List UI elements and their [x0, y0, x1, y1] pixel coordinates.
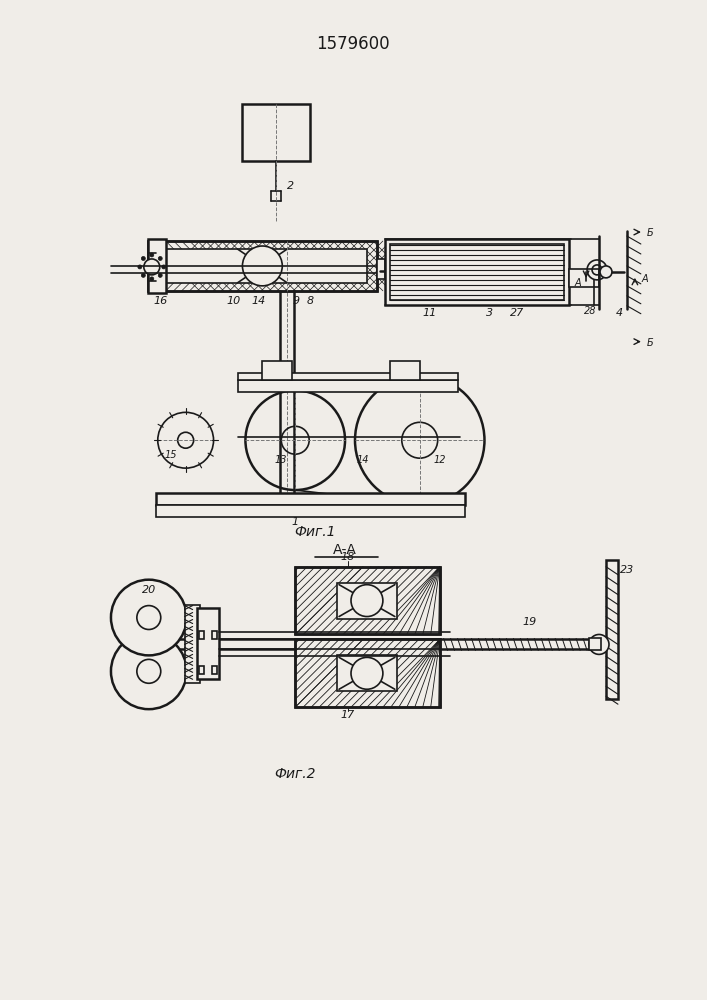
- Text: 27: 27: [510, 308, 525, 318]
- Circle shape: [137, 606, 160, 629]
- Text: 1: 1: [292, 517, 299, 527]
- Bar: [337, 583, 397, 619]
- Text: 18: 18: [341, 552, 355, 562]
- Text: 28: 28: [584, 306, 596, 316]
- Bar: [148, 241, 377, 291]
- Bar: [262, 361, 292, 380]
- Bar: [296, 567, 440, 634]
- Text: 13: 13: [274, 455, 286, 465]
- Circle shape: [150, 277, 154, 281]
- Bar: [569, 269, 599, 287]
- Text: 15: 15: [165, 450, 177, 460]
- Bar: [377, 259, 385, 279]
- Text: 14: 14: [251, 296, 266, 306]
- Text: 3: 3: [486, 308, 493, 318]
- Bar: [238, 373, 457, 380]
- Bar: [390, 244, 564, 300]
- Bar: [238, 380, 457, 392]
- Bar: [211, 631, 216, 639]
- Text: 8: 8: [307, 296, 314, 306]
- Bar: [199, 631, 204, 639]
- Circle shape: [137, 659, 160, 683]
- Bar: [156, 505, 464, 517]
- Bar: [589, 638, 601, 650]
- Text: 1579600: 1579600: [316, 35, 390, 53]
- Circle shape: [589, 634, 609, 654]
- Text: 17: 17: [341, 710, 355, 720]
- Circle shape: [351, 657, 383, 689]
- Text: 11: 11: [423, 308, 437, 318]
- Circle shape: [141, 273, 146, 277]
- Text: Фиг.2: Фиг.2: [274, 767, 316, 781]
- Text: 2: 2: [286, 181, 294, 191]
- Circle shape: [111, 580, 187, 655]
- Bar: [156, 493, 464, 505]
- Bar: [148, 241, 377, 291]
- Text: Б: Б: [646, 338, 653, 348]
- Text: 9: 9: [293, 296, 300, 306]
- Bar: [296, 639, 440, 707]
- Text: Фиг.1: Фиг.1: [294, 525, 336, 539]
- Circle shape: [162, 265, 165, 269]
- Bar: [158, 249, 367, 283]
- Text: 19: 19: [522, 617, 537, 627]
- Bar: [390, 361, 420, 380]
- Circle shape: [158, 256, 162, 260]
- Text: 10: 10: [226, 296, 240, 306]
- Bar: [199, 666, 204, 674]
- Bar: [148, 239, 165, 293]
- Bar: [197, 608, 218, 679]
- Bar: [385, 239, 569, 305]
- Circle shape: [144, 259, 160, 275]
- Bar: [211, 666, 216, 674]
- Text: А: А: [575, 278, 581, 288]
- Text: 23: 23: [620, 565, 634, 575]
- Text: Б: Б: [646, 228, 653, 238]
- Bar: [296, 567, 440, 634]
- Text: 12: 12: [433, 455, 446, 465]
- Bar: [606, 560, 618, 699]
- Text: 4: 4: [615, 308, 623, 318]
- Circle shape: [141, 256, 146, 260]
- Text: 16: 16: [153, 296, 168, 306]
- Circle shape: [243, 246, 282, 286]
- Bar: [337, 655, 397, 691]
- Text: 20: 20: [141, 585, 156, 595]
- Circle shape: [138, 265, 142, 269]
- Circle shape: [150, 253, 154, 257]
- Text: 14: 14: [357, 455, 369, 465]
- Bar: [243, 104, 310, 161]
- Circle shape: [600, 266, 612, 278]
- Circle shape: [111, 633, 187, 709]
- Bar: [185, 605, 199, 683]
- Text: А: А: [641, 274, 648, 284]
- Circle shape: [351, 585, 383, 617]
- Bar: [296, 639, 440, 707]
- Text: А-А: А-А: [333, 543, 357, 557]
- Circle shape: [158, 273, 162, 277]
